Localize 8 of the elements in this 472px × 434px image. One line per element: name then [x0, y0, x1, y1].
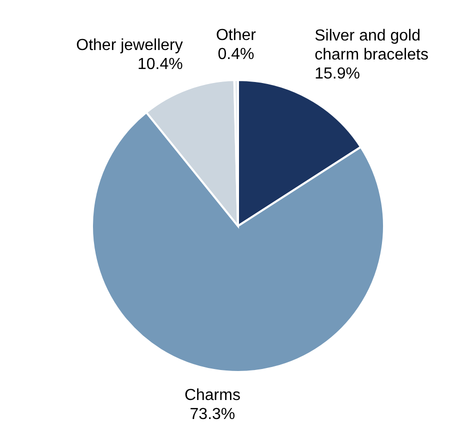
- slice-label: Charms: [184, 386, 240, 404]
- data-label: 73.3%: [190, 406, 236, 423]
- data-label: 10.4%: [137, 56, 183, 73]
- slice-label: Other jewellery: [76, 36, 183, 54]
- data-label: 0.4%: [218, 46, 254, 64]
- slice-label: Other: [216, 27, 257, 44]
- data-label: 15.9%: [314, 66, 360, 83]
- slice-label: Silver and gold charm bracelets: [314, 28, 428, 64]
